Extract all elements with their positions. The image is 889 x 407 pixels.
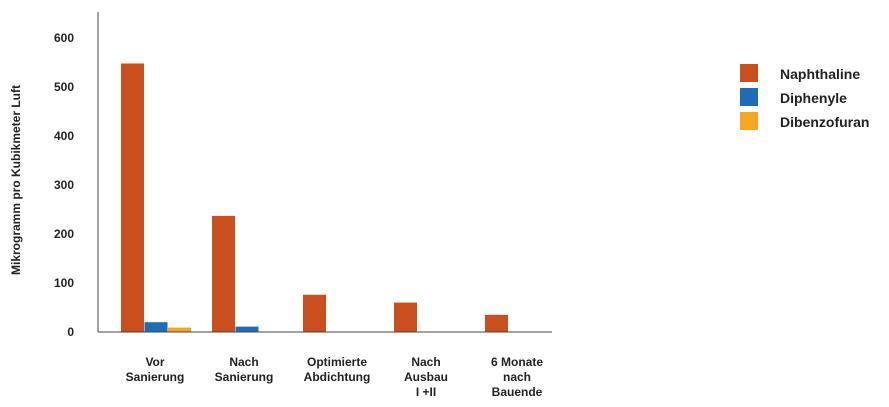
legend-swatch-naphthaline (740, 64, 758, 82)
bar-naphthaline-4 (485, 314, 508, 332)
legend-label-naphthaline: Naphthaline (780, 66, 860, 82)
y-tick-label-500: 500 (54, 80, 74, 94)
y-tick-label-200: 200 (54, 227, 74, 241)
x-category-label-0: Vor Sanierung (126, 355, 185, 384)
legend: Naphthaline Diphenyle Dibenzofuran (740, 64, 869, 130)
y-axis-title-group: Mikrogramm pro Kubikmeter Luft (9, 85, 23, 275)
y-axis-ticks: 0 100 200 300 400 500 600 (54, 31, 74, 339)
x-category-label-3: Nach Ausbau I +II (404, 355, 448, 399)
bar-dibenzofuran-0 (168, 327, 191, 332)
bars (121, 63, 508, 332)
y-axis-title: Mikrogramm pro Kubikmeter Luft (9, 85, 23, 275)
legend-label-dibenzofuran: Dibenzofuran (780, 114, 869, 130)
x-axis-category-labels: Vor Sanierung Nach Sanierung Optimierte Abdic… (126, 355, 544, 399)
legend-label-diphenyle: Diphenyle (780, 90, 847, 106)
y-tick-label-100: 100 (54, 276, 74, 290)
legend-swatch-dibenzofuran (740, 112, 758, 130)
bar-naphthaline-0 (121, 63, 144, 332)
y-tick-label-400: 400 (54, 129, 74, 143)
bar-naphthaline-1 (212, 215, 235, 332)
x-category-label-2: Optimierte Abdichtung (304, 355, 371, 384)
y-tick-label-600: 600 (54, 31, 74, 45)
legend-swatch-diphenyle (740, 88, 758, 106)
bar-naphthaline-2 (303, 294, 326, 332)
x-category-label-4: 6 Monate nach Bauende (491, 355, 543, 399)
bar-diphenyle-0 (144, 322, 168, 332)
y-tick-label-0: 0 (67, 325, 74, 339)
y-tick-label-300: 300 (54, 178, 74, 192)
x-category-label-1: Nach Sanierung (215, 355, 274, 384)
bar-naphthaline-3 (394, 302, 417, 332)
bar-diphenyle-1 (235, 326, 259, 332)
